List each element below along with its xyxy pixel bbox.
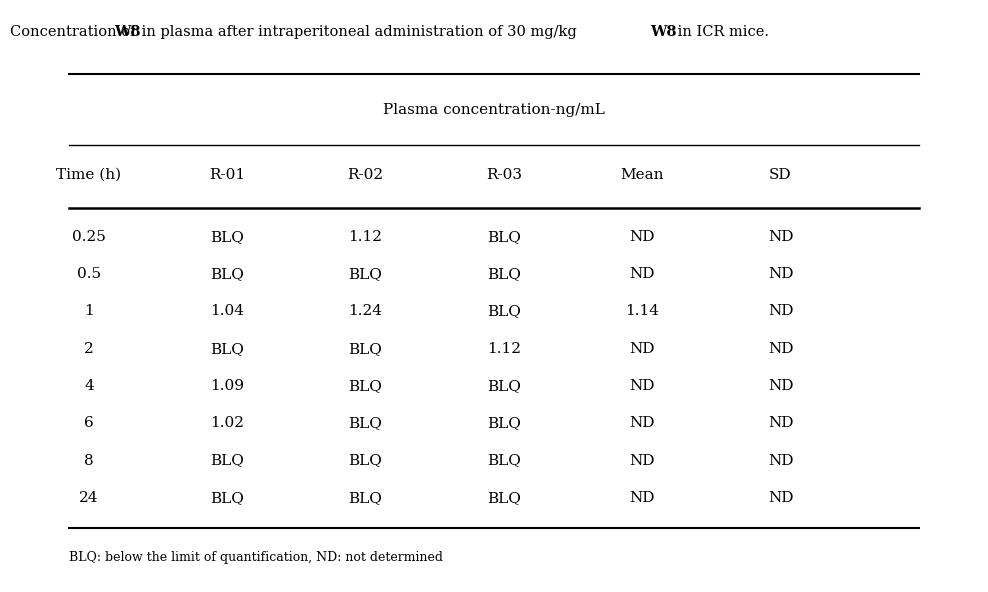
- Text: 1.24: 1.24: [349, 304, 382, 318]
- Text: BLQ: BLQ: [349, 491, 382, 505]
- Text: BLQ: below the limit of quantification, ND: not determined: BLQ: below the limit of quantification, …: [69, 551, 444, 564]
- Text: BLQ: BLQ: [487, 491, 521, 505]
- Text: ND: ND: [768, 453, 793, 468]
- Text: W8: W8: [115, 25, 141, 39]
- Text: Mean: Mean: [620, 168, 664, 182]
- Text: ND: ND: [768, 267, 793, 281]
- Text: ND: ND: [629, 453, 655, 468]
- Text: BLQ: BLQ: [210, 267, 244, 281]
- Text: BLQ: BLQ: [487, 379, 521, 393]
- Text: 0.5: 0.5: [77, 267, 101, 281]
- Text: BLQ: BLQ: [487, 453, 521, 468]
- Text: 1.09: 1.09: [210, 379, 244, 393]
- Text: BLQ: BLQ: [349, 416, 382, 430]
- Text: ND: ND: [768, 416, 793, 430]
- Text: R-01: R-01: [209, 168, 245, 182]
- Text: ND: ND: [768, 491, 793, 505]
- Text: 2: 2: [84, 342, 94, 356]
- Text: BLQ: BLQ: [210, 230, 244, 244]
- Text: R-02: R-02: [348, 168, 383, 182]
- Text: 1.12: 1.12: [349, 230, 382, 244]
- Text: ND: ND: [768, 379, 793, 393]
- Text: ND: ND: [629, 230, 655, 244]
- Text: BLQ: BLQ: [487, 230, 521, 244]
- Text: ND: ND: [768, 304, 793, 318]
- Text: in ICR mice.: in ICR mice.: [673, 25, 769, 39]
- Text: ND: ND: [629, 416, 655, 430]
- Text: ND: ND: [768, 342, 793, 356]
- Text: 8: 8: [84, 453, 94, 468]
- Text: BLQ: BLQ: [210, 342, 244, 356]
- Text: BLQ: BLQ: [487, 416, 521, 430]
- Text: SD: SD: [770, 168, 791, 182]
- Text: BLQ: BLQ: [487, 267, 521, 281]
- Text: BLQ: BLQ: [210, 453, 244, 468]
- Text: 1.14: 1.14: [625, 304, 659, 318]
- Text: 24: 24: [79, 491, 99, 505]
- Text: 6: 6: [84, 416, 94, 430]
- Text: ND: ND: [629, 491, 655, 505]
- Text: 1.02: 1.02: [210, 416, 244, 430]
- Text: 1: 1: [84, 304, 94, 318]
- Text: ND: ND: [629, 379, 655, 393]
- Text: BLQ: BLQ: [210, 491, 244, 505]
- Text: ND: ND: [768, 230, 793, 244]
- Text: BLQ: BLQ: [487, 304, 521, 318]
- Text: 0.25: 0.25: [72, 230, 106, 244]
- Text: Time (h): Time (h): [56, 168, 122, 182]
- Text: Plasma concentration-ng/mL: Plasma concentration-ng/mL: [383, 102, 605, 117]
- Text: BLQ: BLQ: [349, 342, 382, 356]
- Text: W8: W8: [650, 25, 677, 39]
- Text: 1.12: 1.12: [487, 342, 521, 356]
- Text: ND: ND: [629, 342, 655, 356]
- Text: 4: 4: [84, 379, 94, 393]
- Text: Concentration of: Concentration of: [10, 25, 140, 39]
- Text: in plasma after intraperitoneal administration of 30 mg/kg: in plasma after intraperitoneal administ…: [137, 25, 582, 39]
- Text: BLQ: BLQ: [349, 379, 382, 393]
- Text: 1.04: 1.04: [210, 304, 244, 318]
- Text: BLQ: BLQ: [349, 267, 382, 281]
- Text: ND: ND: [629, 267, 655, 281]
- Text: R-03: R-03: [486, 168, 522, 182]
- Text: BLQ: BLQ: [349, 453, 382, 468]
